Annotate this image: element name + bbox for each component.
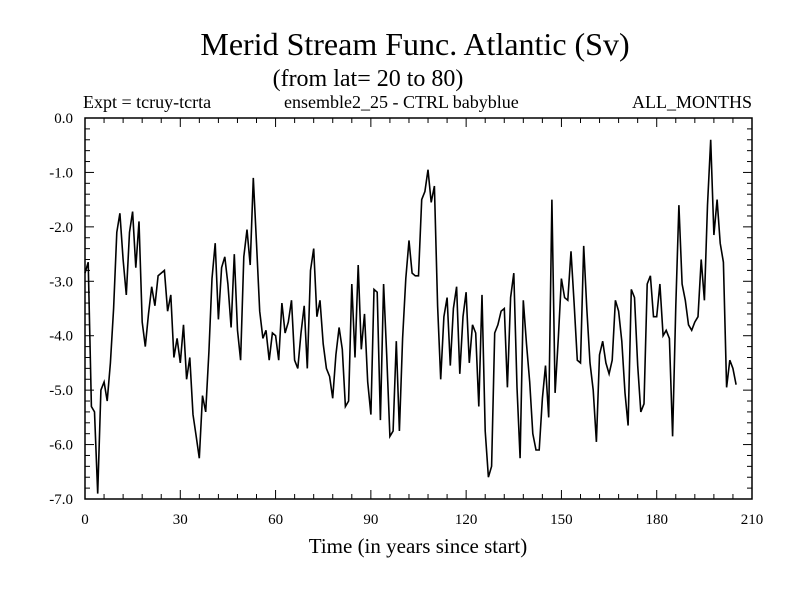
plot-frame (84, 117, 753, 500)
y-tick-label: -6.0 (49, 438, 73, 454)
y-tick-label: -3.0 (49, 274, 73, 290)
x-tick-label: 210 (741, 512, 764, 528)
chart-subtitle: (from lat= 20 to 80) (273, 66, 464, 92)
y-tick-label: -5.0 (49, 383, 73, 399)
ensemble-label: ensemble2_25 - CTRL babyblue (284, 92, 519, 112)
chart-title: Merid Stream Func. Atlantic (Sv) (200, 26, 629, 62)
x-tick-label: 0 (81, 512, 89, 528)
x-axis-tick-labels: 0 30 60 90 120 150 180 210 (81, 512, 763, 528)
x-tick-label: 120 (455, 512, 478, 528)
y-tick-label: -4.0 (49, 329, 73, 345)
y-tick-label: -1.0 (49, 165, 73, 181)
months-label: ALL_MONTHS (632, 92, 752, 112)
x-tick-label: 180 (645, 512, 668, 528)
y-tick-label: 0.0 (54, 111, 73, 127)
series-line (84, 139, 737, 494)
x-axis-label: Time (in years since start) (309, 534, 528, 558)
x-tick-label: 30 (173, 512, 188, 528)
y-axis-tick-labels: 0.0 -1.0 -2.0 -3.0 -4.0 -5.0 -6.0 -7.0 (49, 111, 73, 508)
y-tick-label: -7.0 (49, 492, 73, 508)
axis-ticks (84, 117, 753, 500)
x-tick-label: 90 (363, 512, 378, 528)
series-layer (84, 139, 737, 494)
x-tick-label: 150 (550, 512, 573, 528)
x-tick-label: 60 (268, 512, 283, 528)
y-tick-label: -2.0 (49, 220, 73, 236)
experiment-label: Expt = tcruy-tcrta (83, 92, 211, 112)
